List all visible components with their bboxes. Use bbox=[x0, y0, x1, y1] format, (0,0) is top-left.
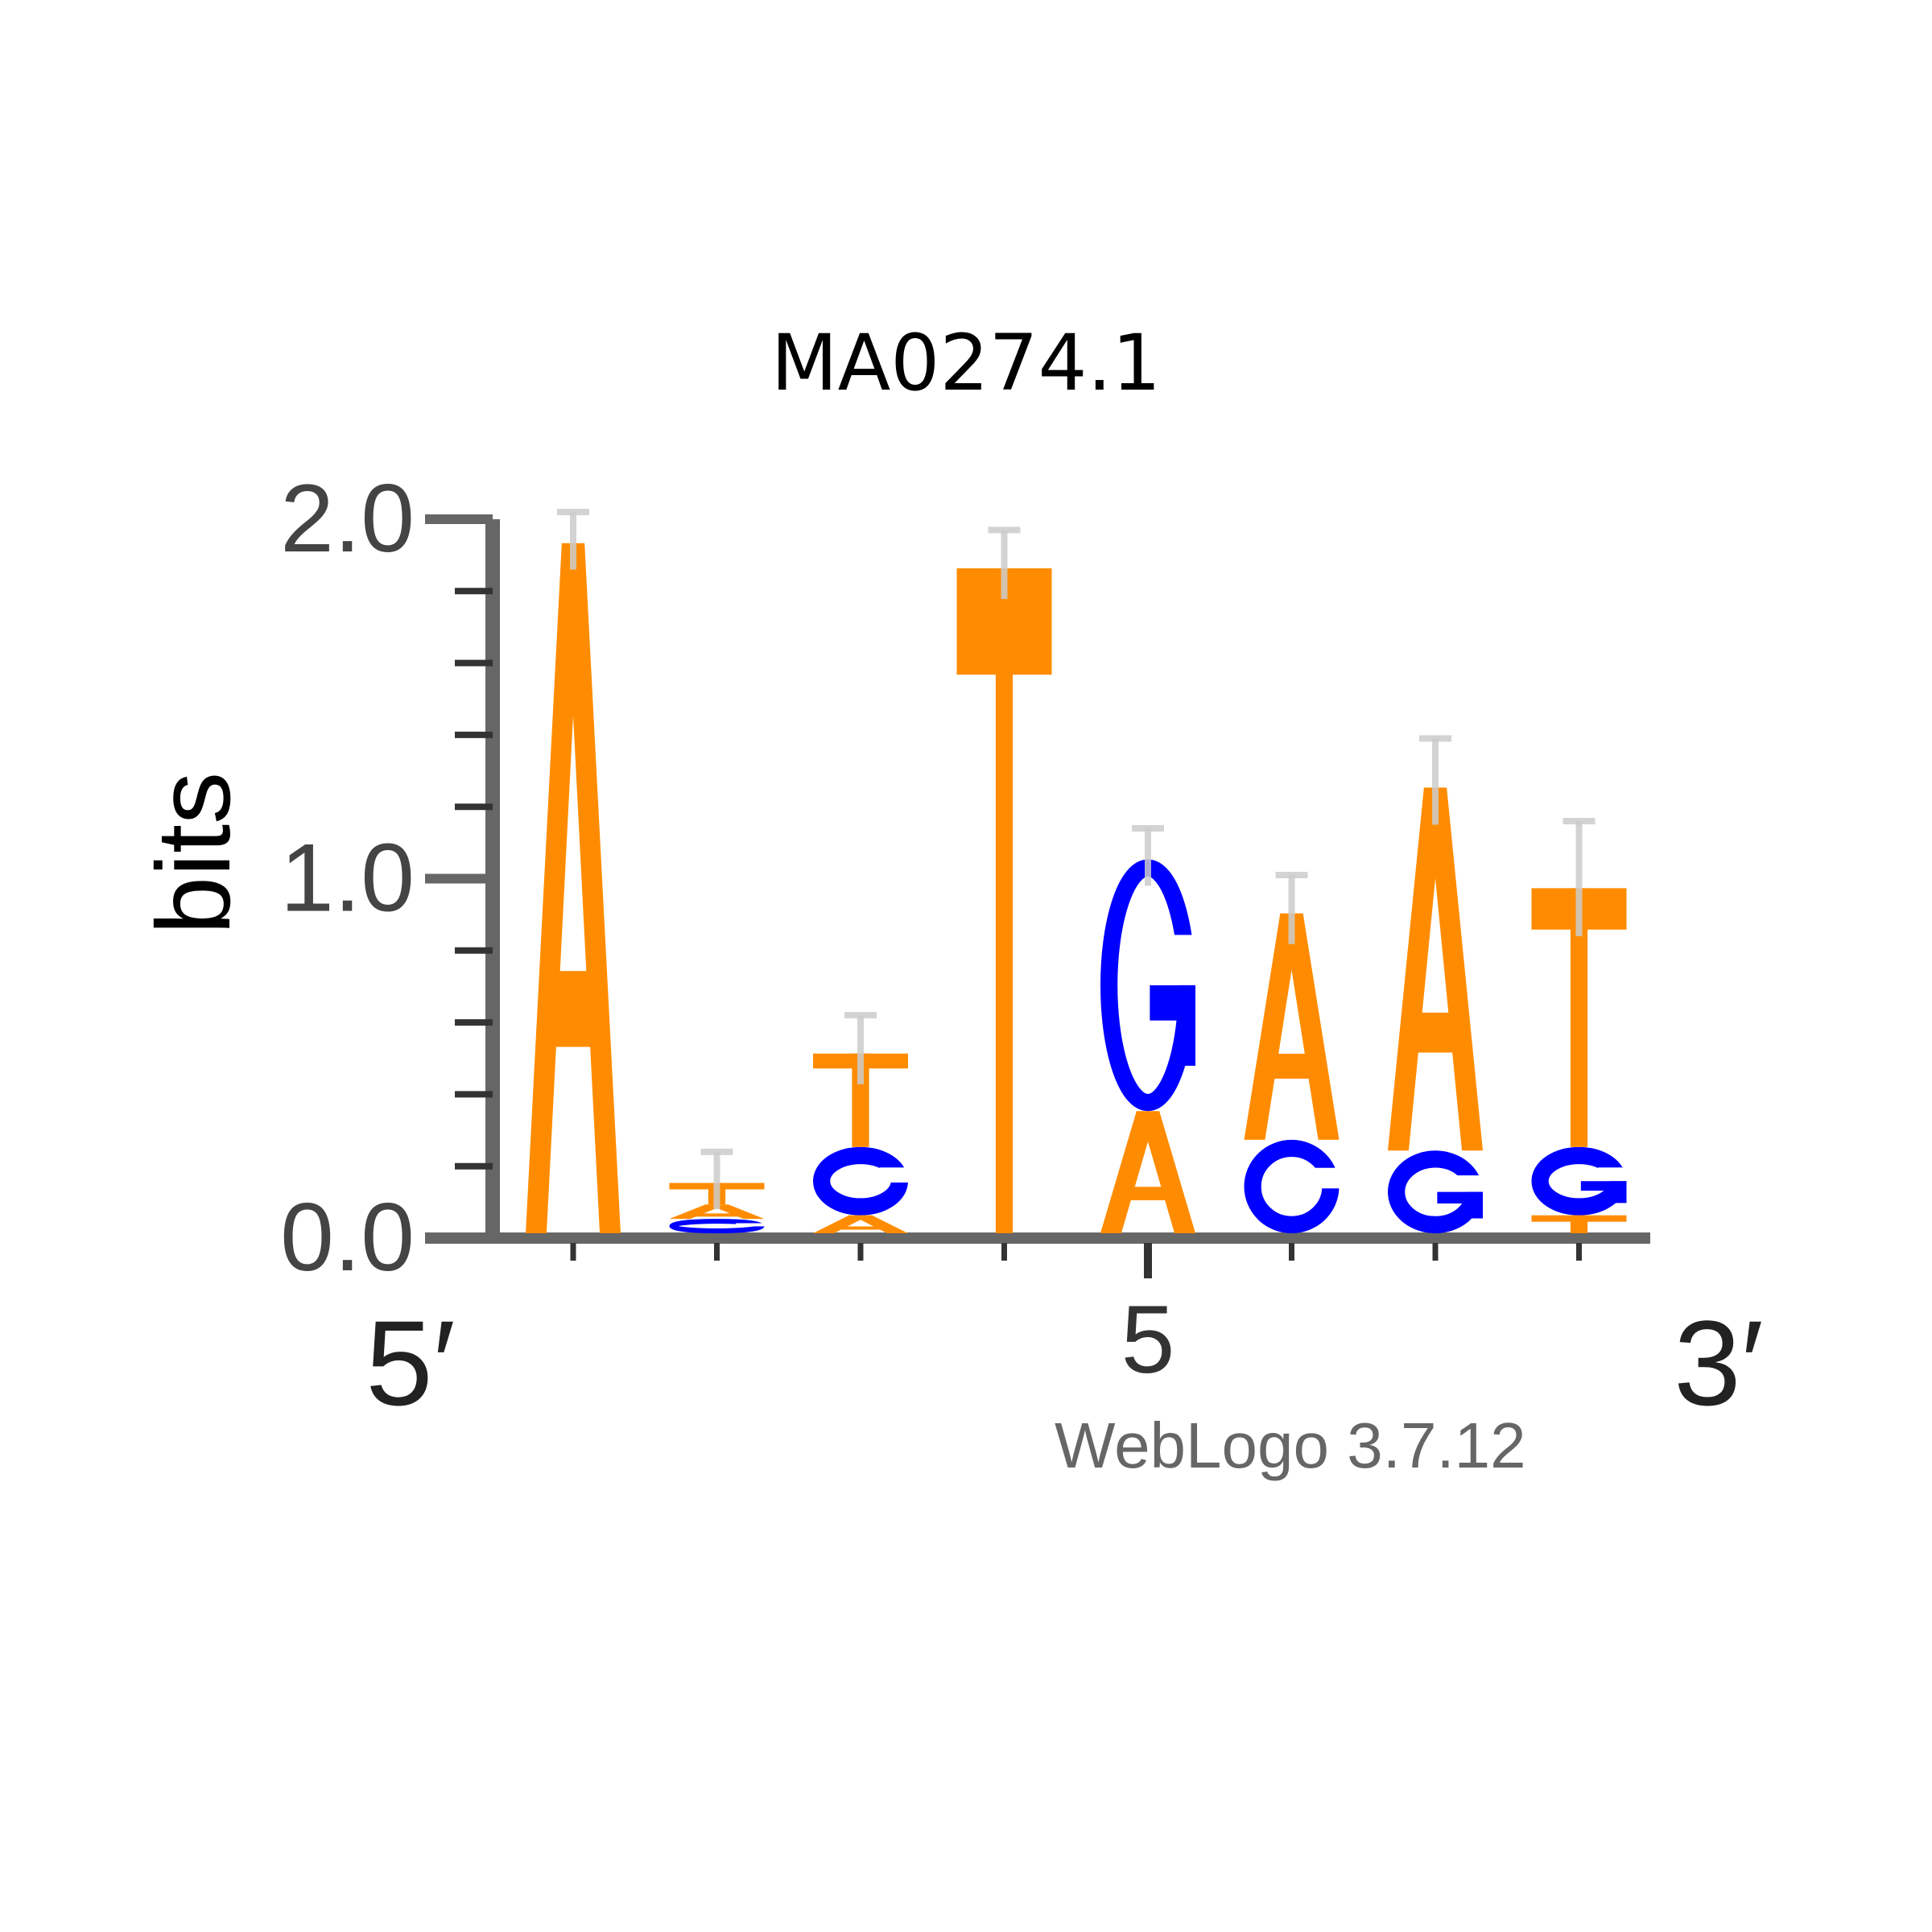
y-tick-label: 0.0 bbox=[280, 1183, 415, 1291]
glyph-stroke bbox=[852, 1053, 869, 1147]
letter-T bbox=[1531, 1215, 1627, 1233]
logo-column-3 bbox=[812, 1053, 913, 1233]
glyph-stroke bbox=[1580, 1181, 1627, 1191]
glyph-stroke bbox=[736, 1223, 770, 1227]
glyph-stroke bbox=[1166, 935, 1200, 991]
letter-C bbox=[669, 1219, 770, 1233]
glyph-stroke bbox=[1406, 1012, 1464, 1053]
letter-C bbox=[812, 1146, 913, 1216]
x-tick-label: 5 bbox=[1121, 1286, 1175, 1393]
glyph-stroke bbox=[1570, 888, 1588, 1147]
glyph-stroke bbox=[1244, 913, 1340, 1140]
glyph-stroke bbox=[1119, 1187, 1177, 1201]
glyph-stroke bbox=[813, 1215, 908, 1233]
glyph-stroke bbox=[1598, 1167, 1632, 1183]
three-prime-label: 3′ bbox=[1674, 1295, 1764, 1430]
logo-column-6 bbox=[1244, 913, 1344, 1233]
glyph-stroke bbox=[832, 1226, 890, 1230]
letter-T bbox=[956, 568, 1052, 1233]
glyph-stroke bbox=[1388, 787, 1483, 1151]
y-axis-label: bits bbox=[134, 772, 252, 935]
letter-A bbox=[1244, 913, 1340, 1140]
logo-column-8 bbox=[1531, 888, 1632, 1233]
letter-A bbox=[526, 543, 621, 1233]
glyph-stroke bbox=[1454, 1175, 1488, 1194]
letter-G bbox=[1531, 1146, 1632, 1216]
glyph-stroke bbox=[1178, 985, 1195, 1066]
y-tick-label: 1.0 bbox=[280, 824, 415, 932]
logo-column-7 bbox=[1387, 787, 1488, 1233]
letter-A bbox=[1388, 787, 1483, 1151]
glyph-stroke bbox=[526, 543, 621, 1233]
glyph-stroke bbox=[688, 1213, 745, 1217]
logo-column-5 bbox=[1100, 859, 1200, 1233]
glyph-stroke bbox=[1609, 1181, 1627, 1203]
letter-G bbox=[1387, 1150, 1488, 1233]
letter-G bbox=[1100, 859, 1200, 1112]
glyph-stroke bbox=[879, 1167, 913, 1183]
five-prime-label: 5′ bbox=[365, 1295, 456, 1430]
glyph-stroke bbox=[1311, 1167, 1344, 1189]
logo-column-4 bbox=[956, 568, 1052, 1233]
glyph-stroke bbox=[1570, 1215, 1588, 1233]
letter-A bbox=[813, 1215, 908, 1233]
glyph-stroke bbox=[1100, 1111, 1195, 1233]
letter-A bbox=[1100, 1111, 1195, 1233]
weblogo-credit: WebLogo 3.7.12 bbox=[1055, 1410, 1526, 1481]
letter-C bbox=[1244, 1139, 1344, 1233]
logo-column-1 bbox=[526, 543, 621, 1233]
glyph-stroke bbox=[1263, 1054, 1320, 1079]
glyph-stroke bbox=[1465, 1191, 1483, 1219]
glyph-stroke bbox=[995, 568, 1013, 1233]
letter-A bbox=[669, 1204, 765, 1220]
y-tick-label: 2.0 bbox=[280, 464, 415, 572]
chart-title: MA0274.1 bbox=[770, 318, 1162, 408]
glyph-stroke bbox=[544, 971, 602, 1047]
